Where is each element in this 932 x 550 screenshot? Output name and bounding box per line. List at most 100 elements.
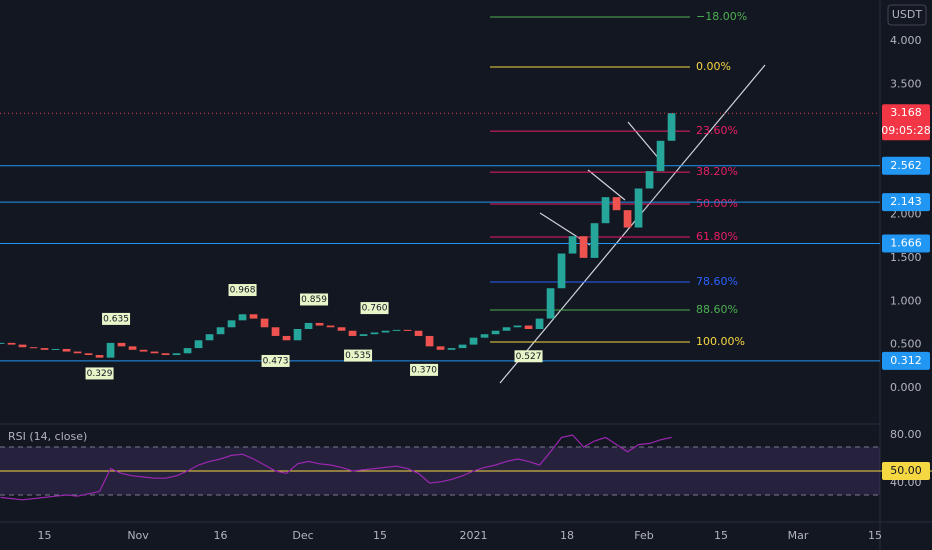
y-tick-label: 0.500 bbox=[890, 338, 922, 351]
rsi-tick-label: 80.00 bbox=[890, 428, 922, 441]
candle bbox=[524, 325, 533, 330]
trend-line bbox=[627, 121, 661, 161]
candle bbox=[172, 353, 181, 356]
x-tick-label: Dec bbox=[292, 529, 313, 542]
candle bbox=[436, 346, 445, 350]
candle bbox=[128, 346, 137, 350]
pivot-label: 0.635 bbox=[103, 314, 129, 324]
level-label: 0.312 bbox=[890, 354, 922, 367]
candle bbox=[227, 320, 236, 328]
candle bbox=[51, 348, 60, 350]
candle bbox=[29, 347, 38, 349]
y-tick-label: 1.500 bbox=[890, 251, 922, 264]
candle bbox=[491, 330, 500, 335]
pivot-box bbox=[85, 367, 114, 380]
candle bbox=[568, 236, 577, 254]
fib-label: 61.80% bbox=[696, 230, 738, 243]
fib-label: 38.20% bbox=[696, 165, 738, 178]
x-tick-label: Feb bbox=[634, 529, 653, 542]
pivot-label: 0.329 bbox=[87, 369, 113, 379]
level-label: 1.666 bbox=[890, 236, 922, 249]
pivot-label: 0.535 bbox=[345, 351, 371, 361]
level-box bbox=[882, 156, 930, 175]
candle bbox=[183, 348, 192, 354]
pivot-box bbox=[300, 293, 329, 306]
candle bbox=[458, 344, 467, 349]
level-box bbox=[882, 193, 930, 212]
candle bbox=[271, 327, 280, 336]
pivot-label: 0.760 bbox=[362, 304, 388, 314]
candle bbox=[370, 332, 379, 335]
y-tick-label: 1.000 bbox=[890, 294, 922, 307]
y-tick-label: 0.000 bbox=[890, 381, 922, 394]
pivot-box bbox=[344, 349, 373, 362]
level-label: 2.562 bbox=[890, 159, 922, 172]
price-box bbox=[882, 104, 930, 141]
fib-label: −18.00% bbox=[696, 10, 747, 23]
rsi-level-label: 50.00 bbox=[890, 464, 922, 477]
x-tick-label: 15 bbox=[868, 529, 882, 542]
candle bbox=[469, 337, 478, 345]
candle bbox=[260, 318, 269, 328]
rsi-level-box bbox=[882, 461, 930, 480]
candle bbox=[304, 322, 313, 330]
candle bbox=[513, 325, 522, 328]
candle bbox=[425, 335, 434, 347]
candle bbox=[293, 329, 302, 341]
candle bbox=[194, 340, 203, 349]
candle bbox=[359, 334, 368, 336]
y-tick-label: 4.000 bbox=[890, 34, 922, 47]
y-tick-label: 3.500 bbox=[890, 77, 922, 90]
pivot-label: 0.370 bbox=[411, 365, 437, 375]
trend-line bbox=[587, 169, 626, 201]
candle bbox=[546, 288, 555, 319]
candle bbox=[216, 327, 225, 335]
candle bbox=[612, 197, 621, 211]
candle bbox=[326, 325, 335, 328]
pivot-box bbox=[410, 363, 439, 376]
candle bbox=[95, 355, 104, 358]
pivot-box bbox=[514, 350, 543, 363]
pivot-box bbox=[228, 284, 257, 297]
candle bbox=[249, 314, 258, 319]
candle bbox=[557, 253, 566, 289]
candle bbox=[84, 353, 93, 356]
candle bbox=[150, 351, 159, 354]
candle bbox=[480, 334, 489, 338]
currency: USDT bbox=[892, 8, 923, 21]
price-label: 3.168 bbox=[890, 106, 922, 119]
trend-line bbox=[499, 64, 766, 384]
candle bbox=[62, 348, 71, 352]
candle bbox=[634, 188, 643, 228]
x-tick-label: 16 bbox=[214, 529, 228, 542]
candle bbox=[623, 210, 632, 228]
candle bbox=[205, 334, 214, 341]
candle bbox=[40, 348, 49, 350]
candle bbox=[139, 349, 148, 352]
candle bbox=[601, 197, 610, 224]
countdown: 09:05:28 bbox=[881, 124, 930, 137]
candle bbox=[403, 329, 412, 331]
x-tick-label: Mar bbox=[788, 529, 809, 542]
level-box bbox=[882, 351, 930, 370]
pivot-box bbox=[360, 302, 389, 315]
x-tick-label: 15 bbox=[714, 529, 728, 542]
candle bbox=[392, 329, 401, 331]
candle bbox=[579, 236, 588, 258]
pivot-label: 0.527 bbox=[516, 352, 542, 362]
candle bbox=[282, 335, 291, 341]
fib-label: 0.00% bbox=[696, 60, 731, 73]
candle bbox=[535, 318, 544, 330]
candle bbox=[161, 353, 170, 356]
x-tick-label: 2021 bbox=[460, 529, 488, 542]
candle bbox=[502, 327, 511, 331]
x-tick-label: 15 bbox=[373, 529, 387, 542]
level-box bbox=[882, 234, 930, 253]
candle bbox=[447, 348, 456, 350]
candle bbox=[414, 330, 423, 336]
fib-label: 78.60% bbox=[696, 275, 738, 288]
candle bbox=[18, 344, 27, 348]
